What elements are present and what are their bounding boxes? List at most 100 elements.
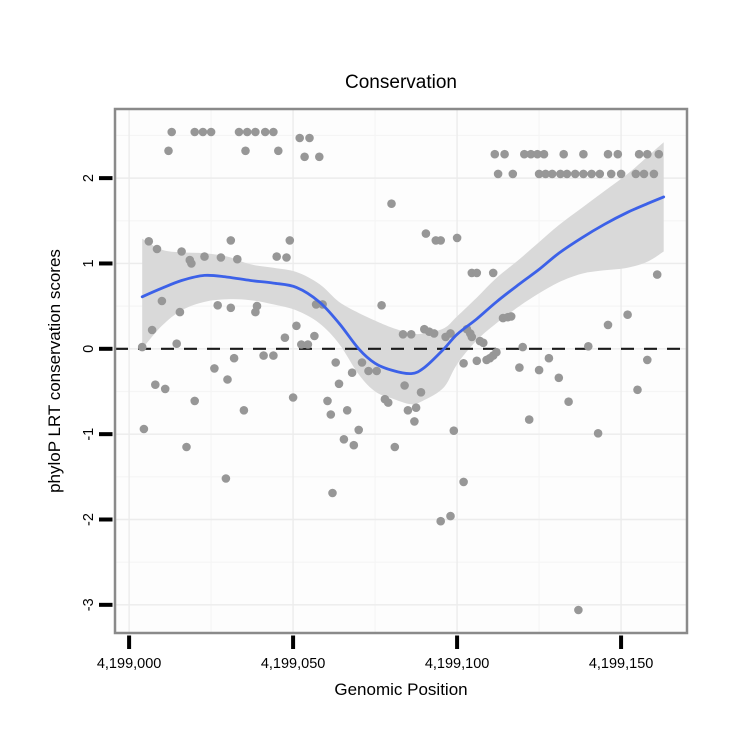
data-point [570, 169, 580, 179]
data-point [459, 359, 468, 368]
data-point [187, 259, 196, 268]
data-point [175, 307, 185, 317]
data-point [147, 325, 157, 335]
data-point [556, 169, 565, 179]
data-point [164, 146, 173, 156]
data-point [634, 149, 644, 159]
y-axis-title: phyloP LRT conservation scores [45, 249, 64, 493]
data-point [167, 127, 176, 137]
data-point [398, 330, 408, 339]
data-point [252, 301, 262, 311]
data-point [328, 488, 337, 498]
data-point [579, 169, 588, 179]
data-point [357, 358, 367, 367]
data-point [177, 247, 186, 256]
data-point [339, 435, 349, 444]
data-point [446, 511, 455, 521]
data-point [534, 365, 544, 375]
data-point [372, 366, 382, 376]
data-point [390, 442, 400, 452]
data-point [541, 169, 550, 179]
data-point [539, 149, 549, 159]
data-point [579, 149, 588, 159]
data-point [534, 169, 544, 179]
data-point [310, 331, 319, 341]
data-point [459, 477, 468, 487]
plot-title: Conservation [345, 72, 457, 93]
data-point [137, 342, 147, 352]
data-point [436, 236, 446, 245]
data-point [251, 127, 260, 137]
data-point [406, 330, 416, 339]
y-tick-label: -3 [81, 598, 97, 611]
data-point [387, 199, 396, 208]
data-point [190, 127, 199, 137]
data-point [229, 353, 239, 363]
data-point [239, 406, 249, 415]
data-point [364, 366, 373, 376]
data-point [429, 329, 439, 338]
data-point [260, 127, 270, 137]
data-point [544, 353, 554, 363]
data-point [152, 244, 162, 254]
data-point [446, 329, 455, 338]
data-point [282, 253, 291, 262]
data-point [449, 426, 459, 436]
confidence-band [142, 142, 664, 405]
data-point [564, 397, 573, 407]
data-point [295, 133, 305, 143]
data-point [210, 364, 219, 373]
data-point [272, 252, 282, 261]
data-point [631, 169, 641, 179]
data-point [383, 398, 393, 407]
data-point [500, 149, 509, 159]
data-point [533, 149, 542, 159]
data-point [172, 339, 181, 349]
x-tick-label: 4,199,000 [97, 656, 162, 672]
data-point [223, 375, 232, 384]
data-point [144, 237, 154, 246]
data-point [472, 356, 482, 366]
data-point [288, 393, 298, 402]
data-point [633, 385, 642, 395]
data-point [603, 320, 613, 330]
data-point [206, 127, 216, 137]
data-point [554, 373, 564, 383]
data-point [331, 358, 341, 367]
data-point [157, 296, 167, 306]
data-point [652, 270, 662, 279]
data-point [274, 146, 283, 156]
data-point [520, 149, 529, 159]
data-point [280, 333, 290, 343]
data-point [216, 253, 226, 262]
data-point [479, 338, 488, 348]
data-point [315, 152, 324, 162]
data-point [182, 442, 191, 452]
data-point [242, 127, 252, 137]
data-point [297, 340, 306, 349]
data-point [226, 236, 236, 245]
data-point [416, 388, 426, 397]
data-point [492, 347, 501, 357]
data-point [198, 127, 208, 137]
data-point [436, 516, 446, 526]
y-tick-label: 1 [81, 259, 97, 267]
y-tick-label: -2 [81, 513, 97, 526]
data-point [234, 127, 244, 137]
data-point [518, 342, 527, 352]
data-point [490, 149, 500, 159]
x-axis-title: Genomic Position [334, 680, 468, 699]
data-point [213, 301, 222, 310]
data-point [323, 396, 332, 406]
data-point [574, 605, 583, 615]
data-point [285, 236, 295, 245]
data-point [452, 233, 462, 243]
data-point [342, 406, 352, 415]
data-point [349, 440, 359, 450]
data-point [587, 169, 596, 179]
data-point [300, 152, 309, 162]
data-point [559, 149, 568, 159]
data-point [595, 169, 605, 179]
